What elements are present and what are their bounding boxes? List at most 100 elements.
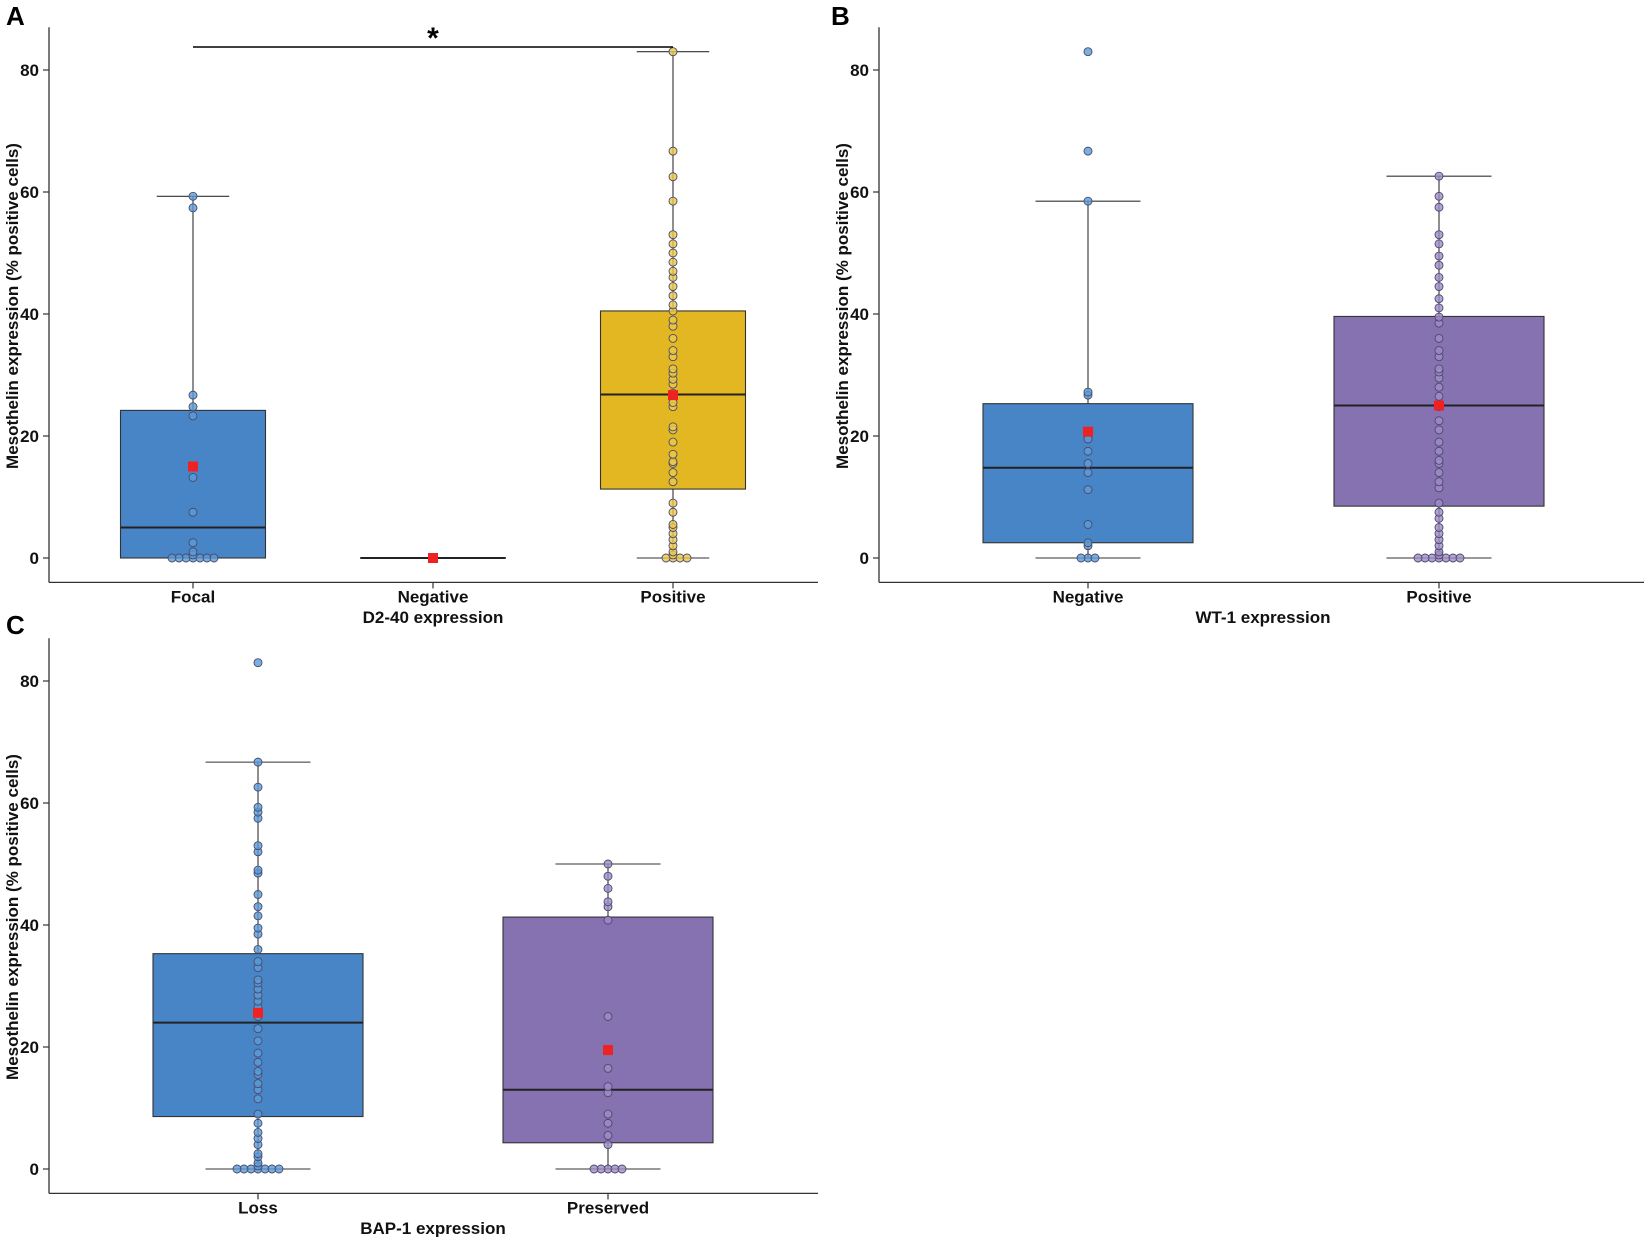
data-point xyxy=(1434,364,1444,374)
data-point xyxy=(1083,538,1093,548)
data-point xyxy=(1076,553,1086,563)
data-point xyxy=(188,191,198,201)
data-point xyxy=(209,553,219,563)
data-point xyxy=(188,390,198,400)
data-point xyxy=(668,457,678,467)
y-tick-label: 40 xyxy=(20,916,39,935)
data-point xyxy=(668,468,678,478)
data-point xyxy=(1434,333,1444,343)
x-tick-label: Positive xyxy=(640,587,705,606)
data-point xyxy=(253,944,263,954)
data-point xyxy=(668,47,678,57)
data-point xyxy=(232,1164,242,1174)
data-point xyxy=(668,230,678,240)
box-iqr xyxy=(119,409,267,559)
data-point xyxy=(603,1012,613,1021)
x-tick-label: Negative xyxy=(1053,587,1124,606)
data-point xyxy=(188,547,198,557)
data-point xyxy=(1434,455,1444,465)
data-point xyxy=(1434,446,1444,456)
data-point xyxy=(1434,294,1444,304)
box-iqr xyxy=(502,916,714,1144)
x-tick-label: Focal xyxy=(171,587,215,606)
box-group-negative: Negative xyxy=(359,553,507,606)
y-axis-title: Mesothelin expression (% positive cells) xyxy=(3,143,22,469)
data-point xyxy=(603,859,613,869)
y-tick-label: 20 xyxy=(850,427,869,446)
data-point xyxy=(1083,196,1093,206)
data-point xyxy=(253,902,263,912)
data-point xyxy=(668,146,678,156)
data-point xyxy=(253,1036,263,1046)
data-point xyxy=(1434,312,1444,322)
data-point xyxy=(1434,230,1444,240)
data-point xyxy=(668,333,678,343)
data-point xyxy=(668,364,678,374)
data-point xyxy=(253,1149,263,1159)
data-point xyxy=(253,890,263,899)
data-point xyxy=(668,498,678,508)
data-point xyxy=(603,1109,613,1119)
data-point xyxy=(1434,202,1444,212)
data-point xyxy=(274,1164,284,1174)
mean-marker xyxy=(188,461,198,472)
data-point xyxy=(253,865,263,875)
data-point xyxy=(1083,459,1093,468)
data-point xyxy=(668,449,678,459)
data-point xyxy=(603,915,613,925)
y-axis-title: Mesothelin expression (% positive cells) xyxy=(3,754,22,1080)
data-point xyxy=(1434,251,1444,261)
data-point xyxy=(668,266,678,276)
x-tick-label: Preserved xyxy=(567,1198,649,1217)
mean-marker xyxy=(1083,426,1093,437)
data-point xyxy=(1434,425,1444,435)
data-point xyxy=(668,282,678,291)
y-tick-label: 60 xyxy=(20,794,39,813)
data-point xyxy=(1434,191,1444,201)
data-point xyxy=(1434,477,1444,487)
data-point xyxy=(1434,171,1444,181)
data-point xyxy=(253,802,263,812)
data-point xyxy=(1413,553,1423,563)
panel-letter: B xyxy=(831,1,850,31)
y-tick-label: 0 xyxy=(860,549,869,568)
data-point xyxy=(188,507,198,517)
data-point xyxy=(1434,303,1444,313)
mean-marker xyxy=(668,390,678,401)
data-point xyxy=(1434,416,1444,426)
data-point xyxy=(668,346,678,356)
data-point xyxy=(668,507,678,517)
data-point xyxy=(253,658,263,668)
data-point xyxy=(1083,468,1093,478)
data-point xyxy=(1434,282,1444,291)
y-tick-label: 40 xyxy=(20,305,39,324)
y-tick-label: 60 xyxy=(20,183,39,202)
chart-panel-c: C 0 20 40 60 80 Mesothelin expression (% posit… xyxy=(3,610,818,1237)
x-axis-title: BAP-1 expression xyxy=(360,1219,506,1237)
data-point xyxy=(668,172,678,182)
data-point xyxy=(167,553,177,563)
data-point xyxy=(253,911,263,921)
data-point xyxy=(1434,391,1444,401)
data-point xyxy=(668,520,678,529)
data-point xyxy=(668,315,678,325)
data-point xyxy=(603,1130,613,1140)
data-point xyxy=(603,1082,613,1092)
data-point xyxy=(253,1109,263,1119)
data-point xyxy=(589,1164,599,1174)
data-point xyxy=(603,897,613,907)
data-point xyxy=(188,411,198,421)
mean-marker xyxy=(1434,400,1444,411)
y-axis-title: Mesothelin expression (% positive cells) xyxy=(833,143,852,469)
significance-label: * xyxy=(427,22,439,55)
data-point xyxy=(668,437,678,447)
data-point xyxy=(1434,382,1444,392)
data-point xyxy=(668,239,678,249)
data-point xyxy=(603,1140,613,1150)
data-point xyxy=(668,477,678,487)
data-point xyxy=(1434,272,1444,282)
data-point xyxy=(253,923,263,933)
data-point xyxy=(1083,520,1093,529)
data-point xyxy=(603,871,613,881)
box-group-negative: Negative xyxy=(982,47,1194,606)
